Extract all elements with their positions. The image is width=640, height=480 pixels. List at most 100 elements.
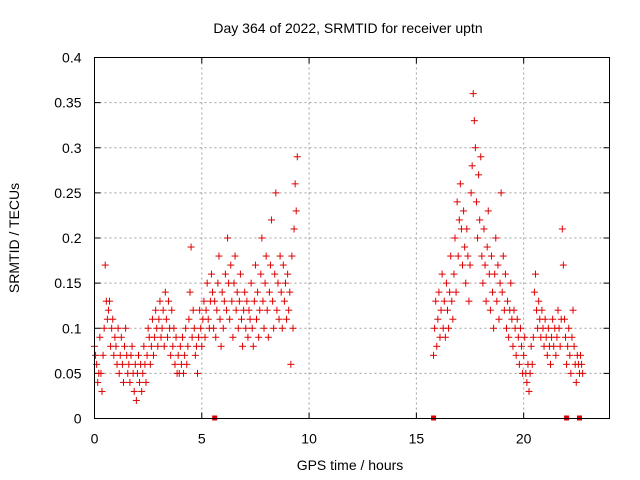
data-point (465, 297, 473, 305)
data-point (535, 297, 543, 305)
data-point (566, 351, 574, 359)
data-point (565, 324, 573, 332)
data-point (215, 252, 223, 260)
data-point (92, 351, 100, 359)
data-point (464, 252, 472, 260)
data-point (452, 288, 460, 296)
data-point (176, 342, 184, 350)
data-point (109, 315, 117, 323)
data-point (189, 306, 197, 314)
data-point (510, 306, 518, 314)
data-point (289, 324, 297, 332)
data-point (136, 378, 144, 386)
data-point (117, 333, 125, 341)
data-point (493, 297, 501, 305)
data-point (108, 324, 116, 332)
data-point (130, 387, 138, 395)
y-tick-label: 0.2 (62, 230, 82, 246)
data-point (525, 387, 533, 395)
data-point (244, 333, 252, 341)
data-point (194, 369, 201, 377)
data-point (156, 297, 164, 305)
data-point (512, 351, 520, 359)
data-point (111, 333, 119, 341)
data-point (541, 315, 549, 323)
data-point (487, 252, 495, 260)
data-point (454, 252, 462, 260)
data-point (116, 351, 124, 359)
data-point (449, 315, 457, 323)
data-point (265, 288, 273, 296)
data-point (142, 378, 150, 386)
data-point (433, 342, 441, 350)
data-point (441, 333, 449, 341)
data-point (162, 315, 170, 323)
data-point (138, 387, 146, 395)
data-point (503, 324, 510, 332)
data-point (281, 279, 289, 287)
x-tick-labels: 0 5 10 15 20 (91, 431, 532, 447)
data-point (552, 351, 560, 359)
data-point (168, 306, 176, 314)
x-tick-label: 10 (301, 431, 317, 447)
data-point (268, 216, 276, 224)
data-point (550, 342, 558, 350)
data-point (204, 315, 212, 323)
data-point (184, 342, 192, 350)
data-point (221, 270, 229, 278)
data-point (232, 306, 240, 314)
data-point (237, 315, 245, 323)
data-point (234, 324, 242, 332)
data-point (483, 243, 491, 251)
data-point (126, 378, 134, 386)
data-point (178, 333, 186, 341)
y-tick-label: 0.15 (54, 275, 81, 291)
data-point (254, 288, 262, 296)
data-point (143, 351, 151, 359)
data-point (187, 243, 195, 251)
data-point (181, 351, 189, 359)
data-point (544, 324, 552, 332)
data-point (115, 369, 123, 377)
x-axis-title: GPS time / hours (297, 457, 404, 473)
data-point (292, 207, 300, 215)
data-point (270, 324, 278, 332)
data-point (496, 279, 504, 287)
data-point (446, 288, 454, 296)
data-point (218, 288, 226, 296)
data-point (119, 378, 127, 386)
data-point (200, 297, 208, 305)
data-point (572, 378, 580, 386)
y-tick-label: 0.05 (54, 365, 81, 381)
data-point (171, 360, 179, 368)
data-point (505, 333, 513, 341)
y-tick-label: 0.1 (62, 320, 82, 336)
data-point (448, 297, 456, 305)
data-point (157, 333, 165, 341)
data-point (196, 306, 204, 314)
data-point (430, 351, 438, 359)
data-point (212, 333, 220, 341)
data-point (165, 297, 173, 305)
data-point (97, 369, 105, 377)
data-point (272, 189, 280, 197)
data-point (235, 297, 243, 305)
data-point (470, 117, 478, 125)
data-point (558, 225, 566, 233)
data-point (484, 207, 492, 215)
data-point (172, 333, 180, 341)
data-point (546, 360, 554, 368)
data-point (564, 342, 572, 350)
data-point (150, 351, 158, 359)
data-point (253, 315, 261, 323)
data-point (167, 351, 175, 359)
data-point (158, 324, 166, 332)
data-point (472, 198, 480, 206)
data-point (570, 342, 578, 350)
data-point (435, 288, 443, 296)
data-point (437, 306, 445, 314)
data-point (474, 234, 482, 242)
data-point (471, 144, 479, 152)
data-point (569, 306, 577, 314)
data-point (269, 297, 277, 305)
